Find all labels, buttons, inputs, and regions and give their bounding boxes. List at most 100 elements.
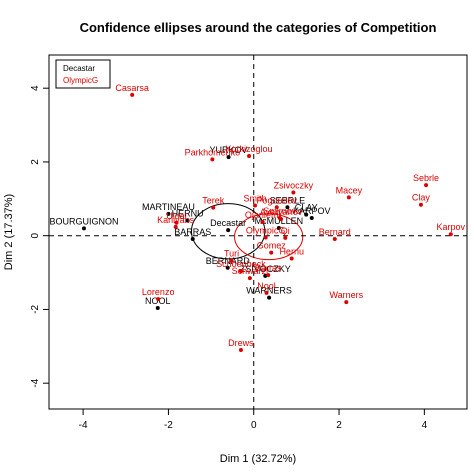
point-label-olympicg-smirnov: Smirnov xyxy=(263,206,297,216)
point-olympicg-karpov xyxy=(448,232,453,237)
point-label-olympicg-karlivans: Karlivans xyxy=(157,215,195,225)
point-label-decastar-sebrle: SEBRLE xyxy=(270,195,306,205)
point-label-olympicg-drews: Drews xyxy=(228,338,254,348)
point-olympicg-ojaniemi xyxy=(260,220,265,225)
point-label-decastar-warners: WARNERS xyxy=(246,286,292,296)
y-axis: -4 -2 0 2 4 xyxy=(30,85,49,388)
point-decastar-bourguignon xyxy=(81,226,86,231)
point-label-olympicg-qi: Qi xyxy=(281,226,290,236)
plot-frame xyxy=(48,54,468,410)
x-tick-label-0: 0 xyxy=(251,420,257,431)
point-decastar-mcmullen xyxy=(276,225,281,230)
point-label-decastar-bernard: BERNARD xyxy=(206,256,251,266)
point-label-olympicg-zsivoczky: Zsivoczky xyxy=(274,181,314,191)
point-olympicg-sebrle xyxy=(424,183,429,188)
point-label-olympicg-lorenzo: Lorenzo xyxy=(142,287,175,297)
point-decastar-nool xyxy=(155,305,160,310)
x-tick-label-4: -4 xyxy=(79,420,88,431)
point-label-olympicg-schoenbeck: Schoenbeck xyxy=(216,259,266,269)
point-olympicg-hernu xyxy=(289,256,294,261)
y-tick-label-2: 2 xyxy=(30,159,41,165)
point-label-olympicg-gomez: Gomez xyxy=(257,241,287,251)
mean-label-decastar: Decastar xyxy=(210,218,246,228)
point-label-olympicg-pogorelov: Pogorelov xyxy=(257,195,298,205)
point-label-decastar-barras: BARRAS xyxy=(174,227,211,237)
y-axis-label: Dim 2 (17.37%) xyxy=(3,194,15,270)
point-olympicg-parkhomenko xyxy=(210,157,215,162)
point-label-olympicg-parkhomenko: Parkhomenko xyxy=(185,147,241,157)
point-label-decastar-bourguignon: BOURGUIGNON xyxy=(49,216,118,226)
point-label-decastar-zsivoczky: ZSIVOCZKY xyxy=(240,264,291,274)
point-label-decastar-mcmullen: McMULLEN xyxy=(255,216,304,226)
point-olympicg-warners xyxy=(344,300,349,305)
point-olympicg-schoenbeck xyxy=(238,269,243,274)
mean-point-decastar xyxy=(226,228,231,233)
point-label-olympicg-ojaniemi: Ojaniemi xyxy=(245,210,281,220)
confidence-ellipses xyxy=(190,203,304,261)
point-label-olympicg-turi: Turi xyxy=(224,248,239,258)
ellipse-decastar xyxy=(190,203,266,260)
mean-label-olympicg: OlympicG xyxy=(246,226,286,236)
ellipse-olympicg xyxy=(234,213,304,261)
point-label-olympicg-macey: Macey xyxy=(336,185,363,195)
x-tick-label-4: 4 xyxy=(422,420,428,431)
point-olympicg-smith xyxy=(253,203,258,208)
point-label-olympicg-nool: Nool xyxy=(257,281,276,291)
point-label-decastar-martineau: MARTINEAU xyxy=(142,202,195,212)
point-olympicg-uldal xyxy=(174,220,179,225)
point-label-olympicg-warners: Warners xyxy=(329,290,363,300)
legend-entry-decastar: Decastar xyxy=(63,64,95,73)
point-olympicg-pogorelov xyxy=(274,205,279,210)
point-olympicg-gomez xyxy=(269,250,274,255)
point-label-olympicg-clay: Clay xyxy=(412,193,431,203)
point-label-olympicg-smith: Smith xyxy=(244,193,267,203)
x-tick-label-2: 2 xyxy=(336,420,342,431)
legend-box xyxy=(55,59,111,89)
point-label-olympicg-averyanov: Averyanov xyxy=(260,207,303,217)
point-olympicg-schwarzl xyxy=(247,276,252,281)
point-decastar-zsivoczky xyxy=(263,273,268,278)
point-decastar-warners xyxy=(267,295,272,300)
point-olympicg-turi xyxy=(229,258,234,263)
point-decastar-yurkov xyxy=(226,155,231,160)
y-tick-label-0: 0 xyxy=(30,232,41,238)
x-tick-label-2: -2 xyxy=(164,420,173,431)
point-olympicg-bernard xyxy=(332,237,337,242)
legend: Decastar OlympicG xyxy=(55,59,111,89)
point-olympicg-nool xyxy=(264,290,269,295)
point-label-olympicg-terek: Terek xyxy=(202,196,225,206)
point-olympicg-terek xyxy=(211,205,216,210)
point-label-decastar-clay: CLAY xyxy=(295,203,318,213)
chart-title: Confidence ellipses around the categorie… xyxy=(80,20,437,35)
point-decastar-barras xyxy=(190,237,195,242)
point-olympicg-qi xyxy=(283,235,288,240)
point-label-decastar-karpov: KARPOV xyxy=(293,206,331,216)
point-label-olympicg-sebrle: Sebrle xyxy=(413,173,439,183)
point-label-olympicg-schwarzl: Schwarzl xyxy=(232,266,269,276)
y-tick-label-4: 4 xyxy=(30,85,41,91)
point-olympicg-macey xyxy=(346,195,351,200)
point-label-olympicg-korkizoglou: Korkizoglou xyxy=(226,144,273,154)
point-decastar-martineau xyxy=(166,211,171,216)
point-olympicg-casarsa xyxy=(130,92,135,97)
point-label-decastar-yurkov: YURKOV xyxy=(210,145,248,155)
x-axis-label: Dim 1 (32.72%) xyxy=(220,453,296,465)
point-label-decastar-hernu: HERNU xyxy=(172,209,204,219)
point-label-olympicg-hernu: Hernu xyxy=(279,247,304,257)
point-olympicg-drews xyxy=(238,348,243,352)
point-decastar-sebrle xyxy=(285,205,290,210)
point-label-olympicg-barras: Barras xyxy=(255,263,282,273)
point-label-olympicg-karpov: Karpov xyxy=(437,222,466,232)
point-olympicg-zsivoczky xyxy=(291,190,296,195)
legend-entry-olympicg: OlympicG xyxy=(63,76,98,85)
point-olympicg-clay xyxy=(418,202,423,207)
point-olympicg-lorenzo xyxy=(156,297,161,302)
y-tick-label-2: -2 xyxy=(30,305,41,314)
x-axis: -4 -2 0 2 4 xyxy=(79,409,428,431)
point-olympicg-barras xyxy=(266,273,271,278)
point-label-olympicg-uldal: Uldal xyxy=(166,211,187,221)
point-olympicg-smirnov xyxy=(277,215,282,220)
